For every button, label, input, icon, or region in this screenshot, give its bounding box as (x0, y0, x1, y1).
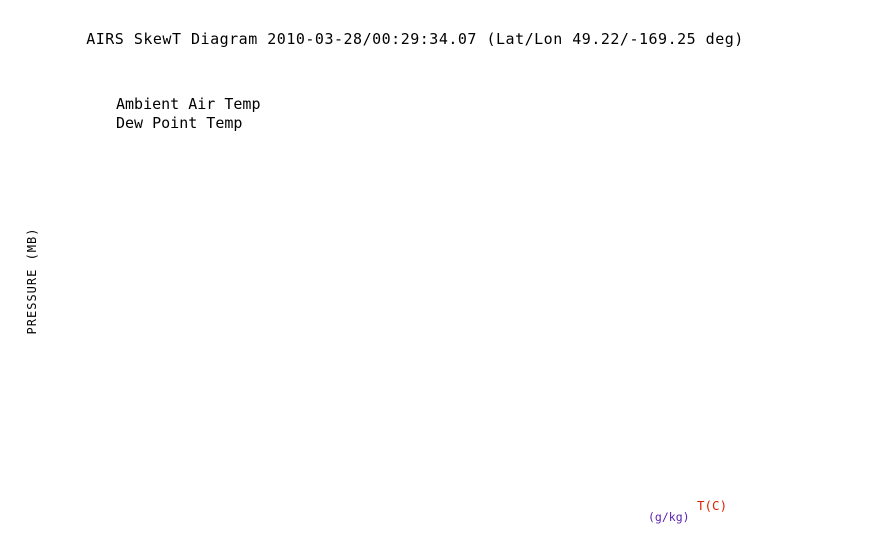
chart-title: AIRS SkewT Diagram 2010-03-28/00:29:34.0… (86, 30, 744, 48)
mixing-unit-label: (g/kg) (648, 510, 690, 524)
legend-ambient-temp: Ambient Air Temp (116, 95, 261, 113)
temp-unit-label: T(C) (697, 498, 727, 513)
legend-dew-point: Dew Point Temp (116, 114, 243, 132)
pressure-axis-title: PRESSURE (MB) (25, 228, 39, 335)
